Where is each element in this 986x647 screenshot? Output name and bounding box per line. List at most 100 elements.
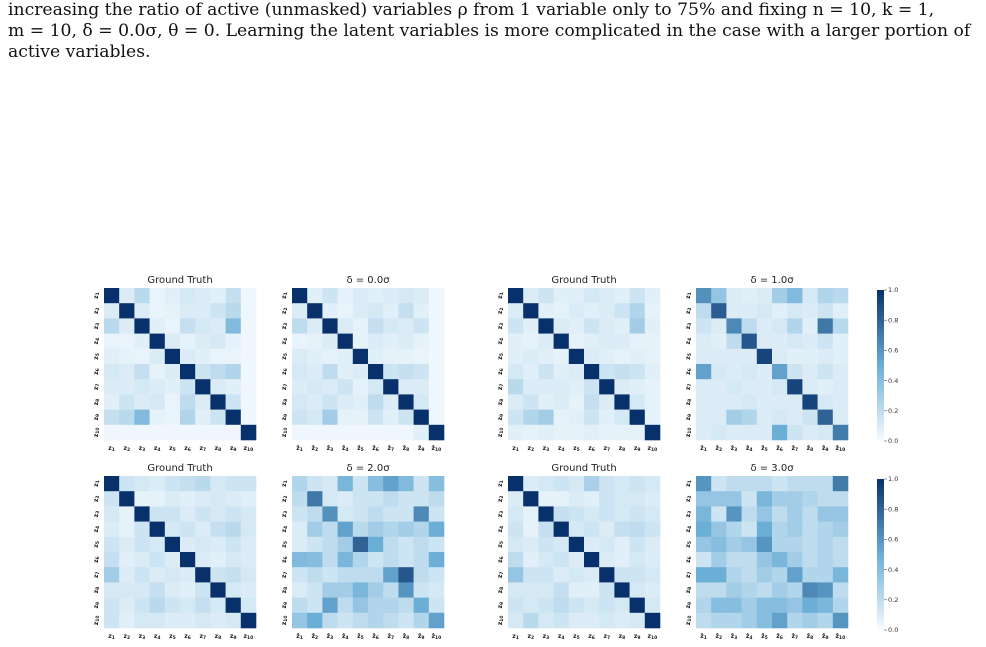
heatmap-cell [240,333,257,350]
heatmap-cell [307,476,323,492]
x-tick-label: z7 [603,633,610,641]
heatmap-title: Ground Truth [551,275,616,286]
heatmap-cell [352,536,369,553]
heatmap-cell [599,424,615,441]
heatmap-cell [644,491,661,507]
heatmap-cell [164,491,181,507]
heatmap-cell [134,303,150,319]
heatmap-cell [741,424,758,441]
heatmap-cell [832,288,849,304]
heatmap-cell [726,424,742,441]
heatmap-cell [292,394,308,410]
heatmap-cell [134,536,150,553]
x-tick-label: z9 [634,633,641,641]
x-tick-label: ẑ10 [836,445,846,453]
x-tick-label: ẑ9 [418,633,425,641]
colorbar-segment [877,559,884,563]
heatmap-cell [584,582,600,598]
heatmap-cell [802,491,818,507]
heatmap-cell [149,394,166,410]
heatmap-cell [210,567,226,583]
caption-line-3: active variables. [8,42,151,62]
heatmap-cell [508,333,524,350]
heatmap-cell [292,521,308,538]
y-tick-label: z1 [497,292,505,299]
caption-line-1: increasing the ratio of active (unmasked… [8,0,935,20]
heatmap-cell [696,409,712,426]
heatmap-cell [164,597,181,614]
heatmap-cell [523,303,539,319]
heatmap-cell [787,506,803,522]
heatmap-cell [508,348,524,365]
heatmap-cell [337,318,354,334]
x-tick-label: z5 [169,633,176,641]
heatmap-cell [119,552,135,568]
heatmap-cell [832,333,849,350]
heatmap-cell [741,597,758,614]
heatmap-cell [149,288,166,304]
heatmap-cell [599,348,615,365]
heatmap-cell [538,476,554,492]
heatmap-cell [832,424,849,441]
heatmap-cell [629,348,646,365]
heatmap-cell [741,491,758,507]
heatmap-cell [568,288,585,304]
heatmap-cell [368,491,384,507]
y-tick-label: z10 [281,616,289,626]
heatmap-cell [240,424,257,441]
heatmap-cell [817,536,834,553]
heatmap-cell [292,582,308,598]
heatmap-cell [337,409,354,426]
heatmap-cell [368,348,384,365]
x-tick-label: z8 [619,633,626,641]
heatmap-cell [629,303,646,319]
heatmap-cell [292,552,308,568]
y-tick-label: z10 [685,428,693,438]
heatmap-cell [210,582,226,598]
x-tick-label: z6 [184,445,191,453]
heatmap-cell [523,582,539,598]
heatmap-cell [119,476,135,492]
heatmap-cell [802,364,818,380]
heatmap-cell [584,567,600,583]
heatmap-cell [164,582,181,598]
heatmap-cell [322,333,338,350]
heatmap-cell [149,612,166,629]
heatmap-cell [726,333,742,350]
heatmap-cell [568,348,585,365]
heatmap-cell [508,409,524,426]
heatmap-cell [119,582,135,598]
heatmap-title: δ = 3.0σ [750,463,794,474]
heatmap-cell [134,288,150,304]
y-tick-label: z1 [93,480,101,487]
heatmap-cell [832,348,849,365]
colorbar-1: 0.0 0.2 0.4 0.6 0.8 1.0 [877,286,898,445]
heatmap-cell [756,476,773,492]
heatmap-cell [629,476,646,492]
heatmap-cell [398,348,414,365]
heatmap-cell [119,424,135,441]
colorbar-segment [877,501,884,505]
heatmap-cell [741,303,758,319]
heatmap-cell [164,379,181,395]
x-tick-label: ẑ9 [822,445,829,453]
heatmap-cell [614,379,630,395]
heatmap-cell [644,303,661,319]
x-tick-label: ẑ9 [418,445,425,453]
y-tick-label: z2 [685,307,693,314]
heatmap-cell [538,597,554,614]
heatmap-cell [599,567,615,583]
heatmap-cell [225,394,242,410]
heatmap-cell [756,597,773,614]
heatmap-cell [696,552,712,568]
heatmap-cell [413,409,430,426]
heatmap-cell [599,582,615,598]
heatmap-cell [614,582,630,598]
x-tick-label: z7 [199,445,206,453]
heatmap-cell [538,567,554,583]
x-tick-label: z9 [230,445,237,453]
heatmap-cell [398,476,414,492]
heatmap-cell [817,597,834,614]
heatmap-cell [180,379,196,395]
colorbar-segment [877,519,884,523]
